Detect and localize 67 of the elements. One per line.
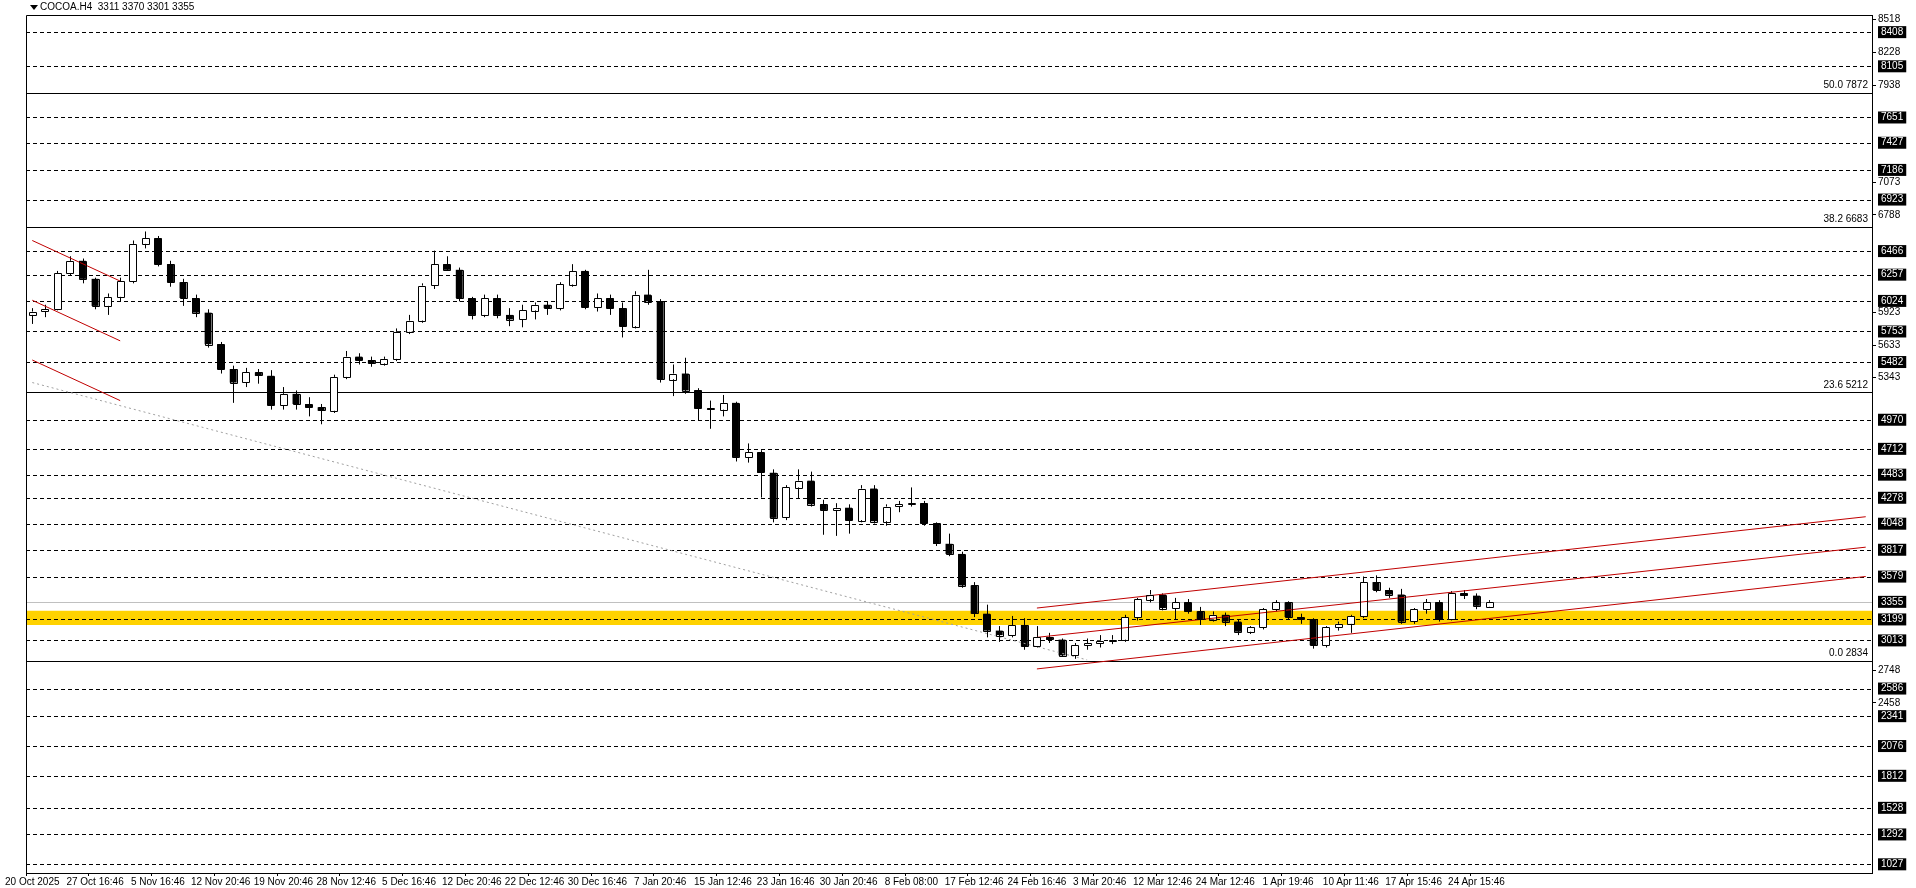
x-tick-label: 17 Feb 12:46 bbox=[944, 875, 1005, 887]
ref-line-label: 2586 bbox=[1881, 682, 1904, 694]
x-tick-label: 22 Dec 12:46 bbox=[504, 875, 565, 887]
ref-line-label: 3355 bbox=[1881, 595, 1904, 607]
x-tick-label: 30 Dec 16:46 bbox=[567, 875, 628, 887]
ref-line-label: 4483 bbox=[1881, 468, 1904, 480]
ref-line-label: 2341 bbox=[1881, 709, 1904, 721]
x-tick-label: 12 Dec 20:46 bbox=[442, 875, 502, 887]
x-tick-label: 19 Nov 20:46 bbox=[253, 875, 314, 887]
ref-line-label: 8408 bbox=[1881, 25, 1904, 37]
ref-line-label: 1292 bbox=[1881, 828, 1904, 840]
ref-line-label: 4048 bbox=[1881, 517, 1904, 529]
ref-line-label: 3579 bbox=[1881, 570, 1904, 582]
x-tick-label: 5 Dec 16:46 bbox=[382, 875, 437, 887]
x-tick-label: 15 Jan 12:46 bbox=[694, 875, 753, 887]
ref-line-label: 5482 bbox=[1881, 355, 1904, 367]
x-tick-label: 23 Jan 16:46 bbox=[756, 875, 816, 887]
ref-line-label: 4278 bbox=[1881, 491, 1904, 503]
x-tick-label: 24 Feb 16:46 bbox=[1007, 875, 1067, 887]
x-tick-label: 30 Jan 20:46 bbox=[819, 875, 878, 887]
ref-line-label: 2076 bbox=[1881, 739, 1904, 751]
x-tick-label: 12 Nov 20:46 bbox=[190, 875, 251, 887]
x-tick-label: 3 Mar 20:46 bbox=[1073, 875, 1127, 887]
ref-line-label: 6923 bbox=[1881, 193, 1904, 205]
x-tick-label: 24 Mar 12:46 bbox=[1195, 875, 1256, 887]
ref-line-label: 38.2 6683 bbox=[1823, 213, 1869, 225]
ref-line-label: 8105 bbox=[1881, 60, 1904, 72]
x-tick-label: 27 Oct 16:46 bbox=[66, 875, 125, 887]
y-tick-label: 2748 bbox=[1878, 664, 1901, 676]
ref-line-label: 1027 bbox=[1881, 858, 1904, 870]
x-tick-label: 12 Mar 12:46 bbox=[1133, 875, 1193, 887]
ref-line-label: 7186 bbox=[1881, 163, 1904, 175]
y-tick-label: 6788 bbox=[1878, 208, 1901, 220]
ref-line-label: 7427 bbox=[1881, 136, 1904, 148]
y-tick-label: 8518 bbox=[1878, 13, 1901, 25]
x-tick-label: 24 Apr 15:46 bbox=[1448, 875, 1506, 887]
x-tick-label: 1 Apr 19:46 bbox=[1262, 875, 1315, 887]
ref-line-label: 4970 bbox=[1881, 413, 1904, 425]
chart-title: COCOA.H4 3311 3370 3301 3355 bbox=[40, 1, 195, 12]
ref-line-label: 6466 bbox=[1881, 244, 1904, 256]
y-tick-label: 8228 bbox=[1878, 46, 1901, 58]
ref-line-label: 6257 bbox=[1881, 268, 1904, 280]
y-tick-label: 5343 bbox=[1878, 371, 1901, 383]
ref-line-label: 3199 bbox=[1881, 613, 1904, 625]
x-tick-label: 17 Apr 15:46 bbox=[1385, 875, 1443, 887]
x-tick-label: 28 Nov 12:46 bbox=[316, 875, 377, 887]
ref-line-label: 50.0 7872 bbox=[1823, 79, 1869, 91]
x-tick-label: 8 Feb 08:00 bbox=[884, 875, 939, 887]
ref-line-label: 7651 bbox=[1881, 111, 1904, 123]
ref-line-label: 4712 bbox=[1881, 442, 1904, 454]
y-tick-label: 2458 bbox=[1878, 696, 1901, 708]
ref-line-label: 6024 bbox=[1881, 294, 1904, 306]
y-tick-label: 5923 bbox=[1878, 306, 1901, 318]
ref-line-label: 5753 bbox=[1881, 325, 1904, 337]
ref-line-label: 3817 bbox=[1881, 543, 1904, 555]
ref-line-label: 0.0 2834 bbox=[1829, 647, 1869, 659]
ref-line-label: 1812 bbox=[1881, 769, 1904, 781]
x-tick-label: 7 Jan 20:46 bbox=[634, 875, 687, 887]
x-tick-label: 5 Nov 16:46 bbox=[130, 875, 186, 887]
ref-line-label: 23.6 5212 bbox=[1823, 379, 1869, 391]
y-tick-label: 7073 bbox=[1878, 176, 1901, 188]
y-tick-label: 7938 bbox=[1878, 78, 1901, 90]
x-tick-label: 10 Apr 11:46 bbox=[1322, 875, 1380, 887]
x-tick-label: 20 Oct 2025 bbox=[5, 875, 60, 887]
ref-line-label: 1528 bbox=[1881, 801, 1904, 813]
y-tick-label: 5633 bbox=[1878, 338, 1901, 350]
ref-line-label: 3013 bbox=[1881, 634, 1904, 646]
